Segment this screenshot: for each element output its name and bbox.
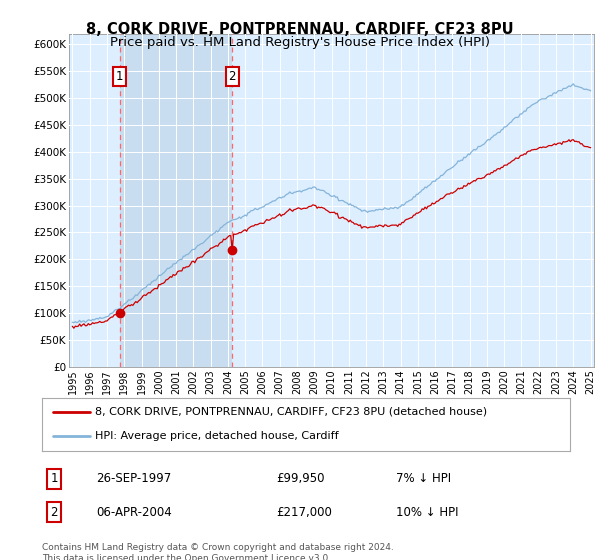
Text: 7% ↓ HPI: 7% ↓ HPI: [396, 472, 451, 486]
Text: 2: 2: [50, 506, 58, 519]
Text: 8, CORK DRIVE, PONTPRENNAU, CARDIFF, CF23 8PU: 8, CORK DRIVE, PONTPRENNAU, CARDIFF, CF2…: [86, 22, 514, 38]
Text: Price paid vs. HM Land Registry's House Price Index (HPI): Price paid vs. HM Land Registry's House …: [110, 36, 490, 49]
Text: 1: 1: [116, 70, 124, 83]
Text: 1: 1: [50, 472, 58, 486]
Text: £99,950: £99,950: [276, 472, 325, 486]
Text: 10% ↓ HPI: 10% ↓ HPI: [396, 506, 458, 519]
Text: 8, CORK DRIVE, PONTPRENNAU, CARDIFF, CF23 8PU (detached house): 8, CORK DRIVE, PONTPRENNAU, CARDIFF, CF2…: [95, 407, 487, 417]
Text: £217,000: £217,000: [276, 506, 332, 519]
Text: 2: 2: [229, 70, 236, 83]
Text: HPI: Average price, detached house, Cardiff: HPI: Average price, detached house, Card…: [95, 431, 338, 441]
Text: Contains HM Land Registry data © Crown copyright and database right 2024.
This d: Contains HM Land Registry data © Crown c…: [42, 543, 394, 560]
Text: 06-APR-2004: 06-APR-2004: [96, 506, 172, 519]
Bar: [119, 34, 232, 367]
Text: 26-SEP-1997: 26-SEP-1997: [96, 472, 171, 486]
